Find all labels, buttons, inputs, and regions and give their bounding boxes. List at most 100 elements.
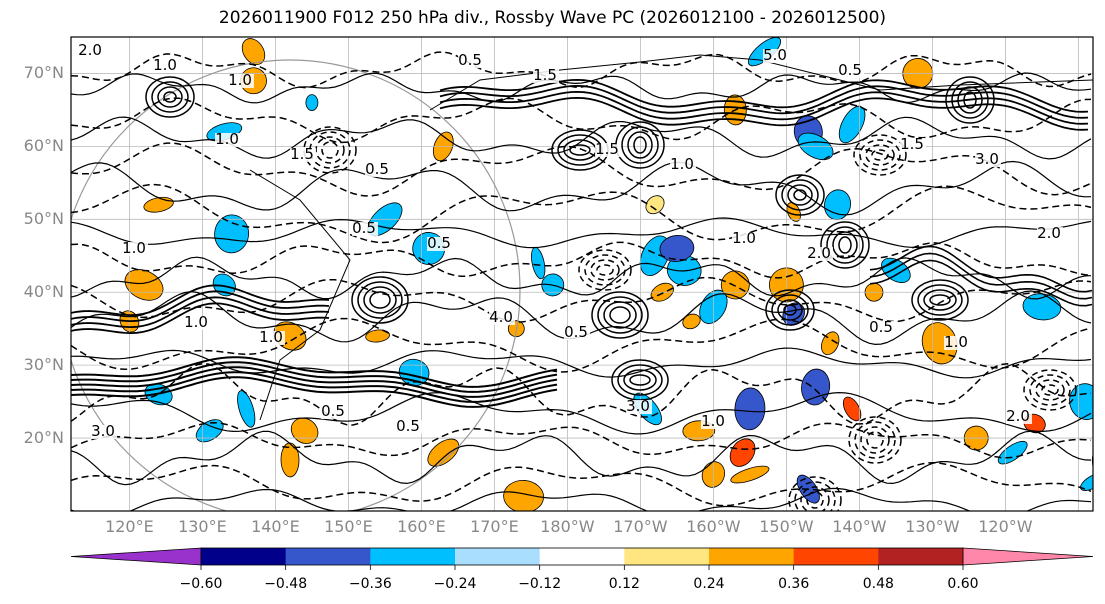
divergence-blob (682, 313, 701, 330)
divergence-blob (1069, 383, 1093, 420)
closed-contour (838, 236, 852, 254)
positive-contour (439, 90, 1089, 125)
closed-contour (917, 284, 963, 316)
negative-contour (71, 276, 1092, 323)
contour-label: 1.0 (184, 313, 208, 331)
lon-label: 180°W (540, 517, 595, 536)
closed-contour (781, 179, 819, 211)
contour-label: 1.0 (670, 155, 694, 173)
positive-contour (869, 252, 1093, 300)
lon-label: 170°W (613, 517, 668, 536)
negative-contour (71, 462, 1092, 507)
closed-contour (793, 189, 807, 201)
colorbar-tick-label: 0.24 (693, 576, 725, 592)
positive-contour (439, 96, 1089, 131)
negative-contour (71, 362, 1092, 426)
colorbar-tick-label: 0.36 (778, 576, 810, 592)
contour-label: 0.5 (564, 323, 588, 341)
divergence-blob (821, 331, 840, 356)
divergence-blob (427, 438, 460, 467)
coastline (429, 54, 1093, 111)
negative-contour (71, 97, 1092, 144)
divergence-blob (645, 195, 665, 215)
closed-contour (633, 136, 647, 154)
coastline (249, 169, 351, 421)
contour-label-layer: 2.0 1.0 0.5 4.0 3.0 5.0 1.5 2.0 1.0 0.5 0.5 1.5 1.0 0… (78, 41, 1063, 440)
closed-contour (854, 421, 896, 459)
map-frame (70, 36, 1094, 512)
divergence-blob (241, 38, 266, 65)
colorbar-segment (455, 548, 541, 565)
closed-contour (788, 476, 842, 511)
colorbar-segment (285, 548, 371, 565)
closed-contour (800, 486, 830, 511)
colorbar-tick-label: 0.60 (947, 576, 979, 592)
contour-label: 0.5 (365, 160, 389, 178)
closed-contour (596, 264, 614, 276)
projection-circle (71, 59, 521, 511)
positive-contour (71, 361, 558, 393)
lat-label: 20°N (23, 428, 64, 448)
contour-label: 0.5 (869, 318, 893, 336)
divergence-blob (143, 196, 174, 213)
closed-contour (945, 76, 995, 124)
contour-label: 1.0 (732, 229, 756, 247)
colorbar-extend-high (962, 547, 1094, 566)
closed-contour (1041, 384, 1059, 396)
contour-label: 4.0 (489, 308, 513, 326)
contour-label: 0.5 (427, 234, 451, 252)
divergence-blob (801, 368, 831, 406)
positive-contour (869, 259, 1093, 307)
lon-label: 170°E (470, 517, 519, 536)
contour-label: 1.5 (595, 140, 619, 158)
positive-contour (439, 78, 1089, 113)
contour-label: 0.5 (396, 417, 420, 435)
lat-label: 50°N (23, 209, 64, 229)
colorbar-tick-label: −0.60 (179, 576, 223, 592)
closed-contour (771, 294, 809, 326)
positive-contour (71, 366, 558, 398)
divergence-blob (1080, 472, 1093, 491)
positive-contour (71, 430, 1092, 486)
contour-label: 1.0 (215, 130, 239, 148)
positive-contour (71, 487, 1092, 511)
closed-contour (848, 416, 902, 464)
closed-contour (309, 131, 351, 169)
contour-label: 0.5 (352, 219, 376, 237)
positive-contour (71, 391, 1092, 435)
colorbar (70, 547, 1094, 570)
closed-contour (957, 86, 983, 114)
closed-contour (777, 299, 803, 321)
closed-contour (787, 184, 813, 206)
divergence-blob (214, 214, 250, 254)
contour-label: 1.0 (122, 239, 146, 257)
divergence-blob (365, 329, 390, 343)
colorbar-tick-label: −0.24 (433, 576, 477, 592)
closed-contour (832, 231, 858, 259)
contour-label: 0.5 (838, 61, 862, 79)
closed-contour (597, 296, 643, 334)
positive-contour (71, 302, 330, 335)
closed-contour (629, 374, 651, 386)
colorbar-tick-label: −0.12 (518, 576, 562, 592)
contour-label: 1.0 (701, 412, 725, 430)
closed-contour (157, 86, 183, 108)
closed-contour (775, 174, 825, 216)
map-title: 2026011900 F012 250 hPa div., Rossby Wav… (218, 8, 887, 28)
contour-label: 1.0 (259, 328, 283, 346)
contour-label: 1.0 (228, 71, 252, 89)
contour-label: 3.0 (975, 150, 999, 168)
closed-contour (151, 81, 189, 113)
divergence-blob (729, 438, 756, 467)
colorbar-tick-label: 0.12 (608, 576, 640, 592)
positive-contour (71, 284, 330, 317)
closed-contour (783, 304, 797, 316)
positive-contour (71, 371, 558, 403)
colorbar-tick-label: 0.48 (862, 576, 894, 592)
colorbar-segment (878, 548, 964, 565)
closed-contour (590, 259, 620, 281)
contour-label: 1.5 (533, 66, 557, 84)
colorbar-extend-low (70, 547, 202, 566)
contour-label: 0.5 (321, 402, 345, 420)
